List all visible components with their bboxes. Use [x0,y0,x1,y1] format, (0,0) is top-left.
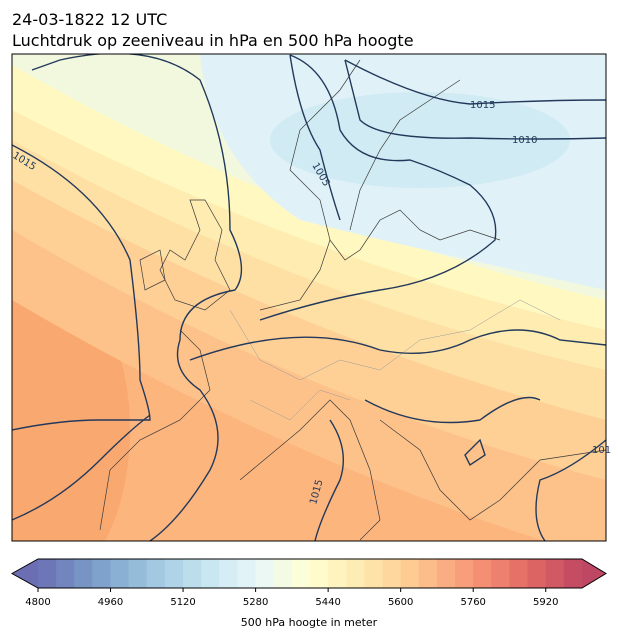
colorbar-band [92,559,112,588]
colorbar-band [509,559,529,588]
map-frame [11,53,607,542]
colorbar-tick-label: 5600 [388,597,413,608]
colorbar-tick-label: 4800 [25,597,50,608]
colorbar-band [364,559,384,588]
colorbar-band [74,559,93,588]
colorbar-tick-label: 5920 [533,597,558,608]
colorbar-tick-label: 5760 [460,597,485,608]
colorbar-band [400,559,420,588]
colorbar-band [273,559,293,588]
colorbar-band [382,559,402,588]
colorbar-band [56,559,75,588]
colorbar-band [237,559,257,588]
colorbar-band [545,559,565,588]
contour-label: 1010 [512,135,537,146]
colorbar-extend-low [12,559,38,588]
colorbar-band [346,559,365,588]
contour-label: 1015 [470,100,495,111]
colorbar-band [328,559,347,588]
colorbar-tick-label: 4960 [98,597,123,608]
colorbar-band [563,559,583,588]
colorbar: 4800 4960 5120 5280 5440 5600 5760 5920 [10,558,607,608]
colorbar-label: 500 hPa hoogte in meter [241,616,378,629]
colorbar-band [219,559,238,588]
colorbar-band [183,559,202,588]
colorbar-tick-label: 5120 [170,597,195,608]
date: 24-03-1822 12 UTC [12,10,167,29]
colorbar-band [436,559,456,588]
colorbar-band [110,559,130,588]
colorbar-band [255,559,275,588]
colorbar-band [491,559,510,588]
colorbar-band [146,559,166,588]
title: Luchtdruk op zeeniveau in hPa en 500 hPa… [12,31,414,50]
map [12,54,606,541]
colorbar-band [38,559,57,588]
colorbar-band [164,559,184,588]
colorbar-band [201,559,220,588]
colorbar-band [527,559,547,588]
colorbar-band [310,559,329,588]
colorbar-band [291,559,311,588]
colorbar-band [128,559,148,588]
colorbar-tick-label: 5440 [315,597,340,608]
colorbar-band [418,559,438,588]
colorbar-band [473,559,492,588]
colorbar-extend-high [582,559,606,588]
colorbar-tick-label: 5280 [243,597,268,608]
colorbar-band [455,559,474,588]
contour-label: 101 [592,445,611,456]
